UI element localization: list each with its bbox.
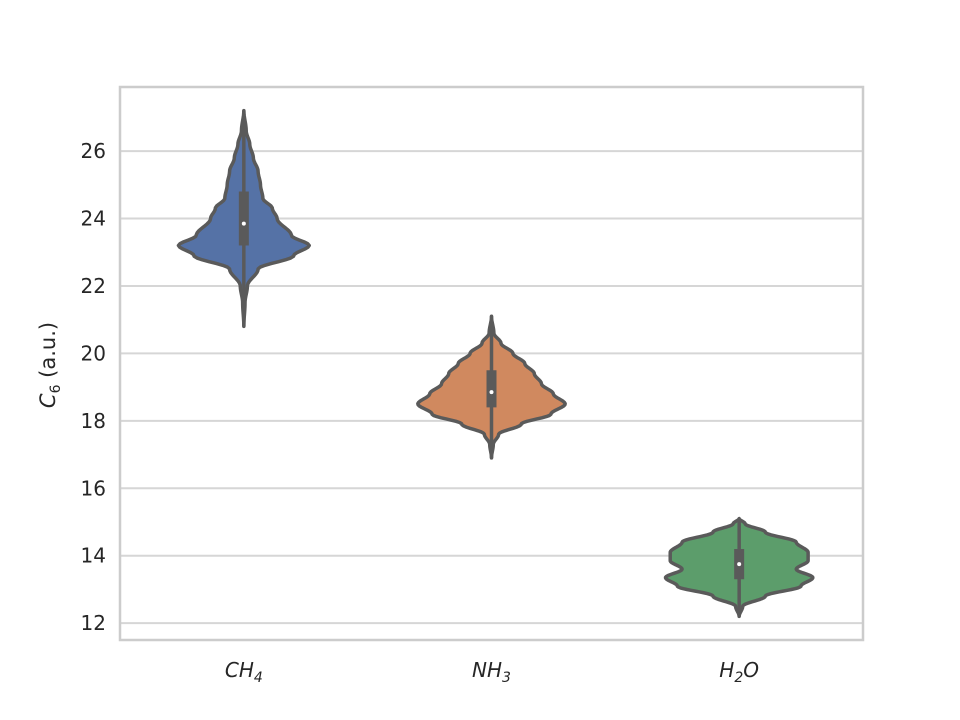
violin-median-point [737,562,742,567]
y-tick-label: 18 [81,409,106,433]
x-tick-label-base: H [719,658,734,682]
x-tick-label-subscript: 2 [734,670,743,686]
y-tick-label: 14 [81,544,106,568]
y-tick-label: 24 [81,207,106,231]
x-tick-label-suffix: O [743,658,759,682]
x-tick-label-subscript: 3 [502,670,511,686]
y-tick-labels: 12 14 16 18 20 22 24 26 [81,139,106,635]
y-tick-label: 12 [81,611,106,635]
x-tick-label-base: CH [225,658,254,682]
x-tick-labels: CH4 NH3 H2O [225,658,759,686]
y-tick-label: 16 [81,476,106,500]
x-tick-label-subscript: 4 [254,670,263,686]
violins [176,108,815,619]
y-axis-label: C6 (a.u.) [36,322,64,408]
violin-median-point [241,221,246,226]
plot-frame [118,85,865,642]
y-tick-label: 22 [81,274,106,298]
y-tick-label: 20 [81,341,106,365]
violin-median-point [489,390,494,395]
y-tick-label: 26 [81,139,106,163]
y-axis-label-subscript: 6 [48,384,64,393]
x-tick-label: CH4 [225,658,263,686]
x-tick-label: H2O [719,658,759,686]
y-axis-label-unit: (a.u.) [36,322,60,385]
x-tick-label: NH3 [472,658,511,686]
x-tick-label-base: NH [472,658,502,682]
y-axis-label-main: C [36,393,60,408]
